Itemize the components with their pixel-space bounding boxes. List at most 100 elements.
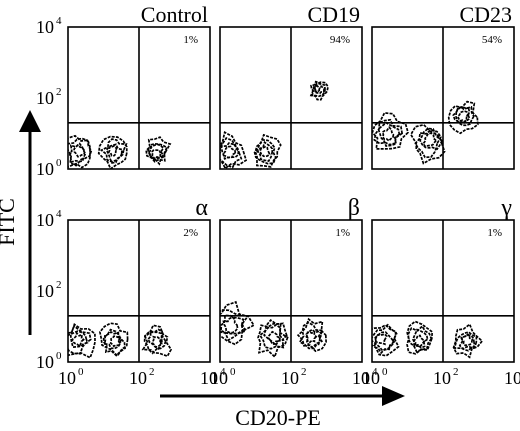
panel-3: CD23 54% [371,2,515,170]
contour-plot [68,134,172,169]
contour-level [381,125,395,142]
svg-text:4: 4 [372,366,378,378]
population-contour [220,300,256,346]
svg-text:2: 2 [56,86,62,98]
population-contour [98,322,129,358]
upper-right-percent: 1% [335,227,350,239]
svg-text:10: 10 [36,352,54,372]
contour-level [220,137,243,169]
upper-right-percent: 94% [330,34,350,46]
panel-5: β 1% [219,195,363,363]
upper-right-percent: 1% [487,227,502,239]
svg-text:0: 0 [56,350,62,362]
contour-level [256,140,274,162]
panel-title: Control [141,2,208,27]
population-contour [372,111,409,150]
contour-level [312,84,321,93]
panels-layer: Control 1% CD19 94% CD23 54% α 2% β 1% γ 1% [67,2,515,363]
svg-text:10: 10 [36,17,54,37]
y-axis-label: FITC [0,198,19,246]
contour-level [460,333,474,347]
contour-level [455,105,475,127]
contour-plot [68,322,173,359]
contour-level [458,334,476,350]
contour-level [68,323,96,359]
contour-level [146,143,165,161]
population-contour [253,133,282,168]
contour-level [253,139,277,165]
contour-level [259,318,288,350]
contour-level [414,128,442,159]
y-axis-arrow [19,110,41,335]
tick-label: 10 0 [36,157,62,179]
svg-text:2: 2 [56,279,62,291]
svg-text:10: 10 [36,159,54,179]
tick-label: 10 2 [36,86,62,108]
contour-level [407,324,433,353]
x-axis-arrow [160,386,405,406]
population-contour [145,136,172,166]
contour-level [456,110,469,123]
contour-level [69,330,89,348]
contour-level [452,106,471,124]
svg-text:2: 2 [301,366,307,378]
contour-level [97,135,128,169]
tick-label: 10 2 [36,279,62,301]
contour-level [223,145,237,159]
svg-text:10: 10 [200,368,218,388]
population-contour [406,320,434,355]
population-contour [97,135,128,169]
svg-text:10: 10 [504,368,520,388]
upper-right-percent: 1% [183,34,198,46]
contour-plot [372,100,479,165]
svg-text:4: 4 [220,366,226,378]
svg-text:0: 0 [78,366,84,378]
contour-level [453,331,478,352]
contour-level [296,317,327,353]
contour-plot [220,300,327,359]
upper-right-percent: 2% [183,227,198,239]
contour-level [109,335,122,348]
panel-title: CD23 [459,2,512,27]
contour-level [254,133,282,168]
contour-level [105,143,123,164]
panel-4: α 2% [67,195,211,363]
population-contour [409,123,446,165]
contour-level [412,328,429,349]
tick-labels-layer: 10 010 210 410 010 210 410 0 10 2 10 410 0 10 2 10 410 0 1… [36,15,520,388]
contour-level [107,145,118,157]
contour-level [314,82,325,95]
panel-title: β [348,195,360,221]
population-contour [220,131,248,169]
panel-title: α [195,195,208,221]
svg-text:10: 10 [36,210,54,230]
svg-text:10: 10 [36,88,54,108]
panel-title: γ [500,195,512,221]
tick-label: 10 0 [210,366,236,388]
x-axis-label: CD20-PE [235,405,321,430]
contour-level [71,331,85,348]
contour-level [372,323,400,357]
contour-level [305,331,318,344]
svg-text:10: 10 [433,368,451,388]
svg-text:0: 0 [230,366,236,378]
contour-level [141,324,173,358]
svg-text:2: 2 [149,366,155,378]
population-contour [447,100,479,135]
contour-level [372,111,409,150]
tick-label: 10 0 [362,366,388,388]
contour-level [98,322,129,358]
contour-level [147,142,168,166]
population-contour [257,318,289,359]
tick-label: 10 2 [433,366,459,388]
tick-label: 10 2 [281,366,307,388]
contour-level [412,334,426,348]
contour-plot [220,80,329,169]
svg-text:10: 10 [210,368,228,388]
contour-level [220,314,245,335]
tick-label: 10 0 [58,366,84,388]
